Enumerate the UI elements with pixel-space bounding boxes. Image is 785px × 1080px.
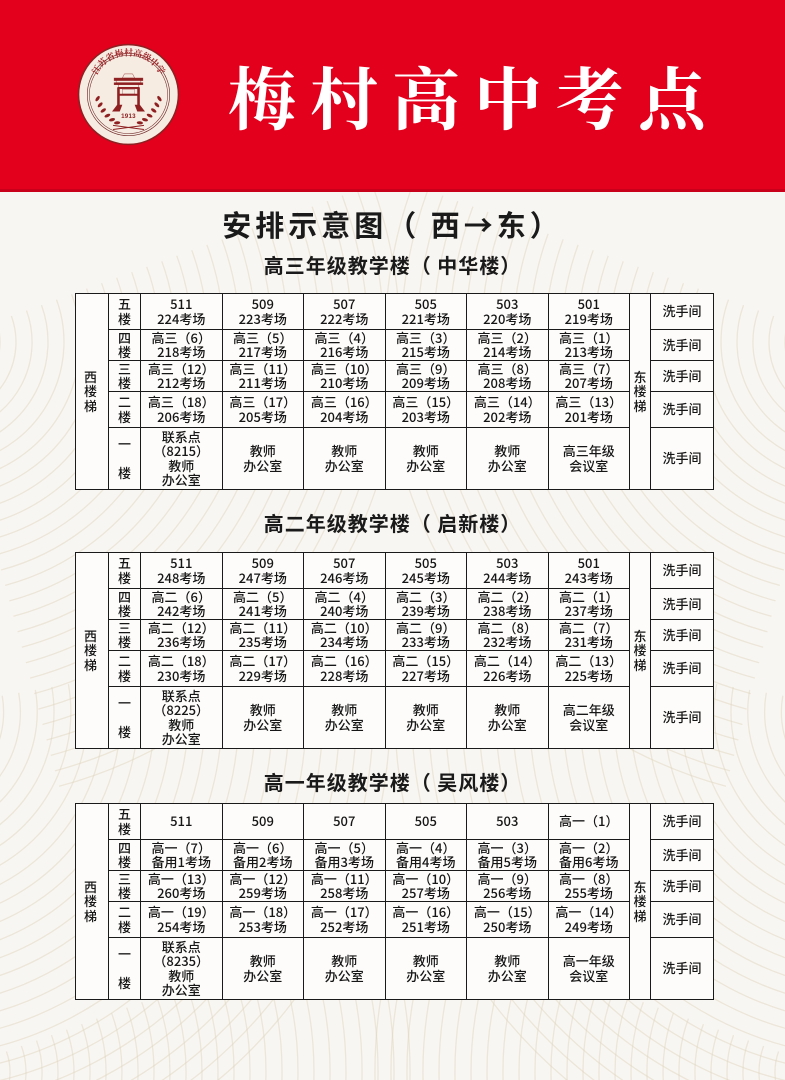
svg-text:1913: 1913 [121, 113, 136, 120]
